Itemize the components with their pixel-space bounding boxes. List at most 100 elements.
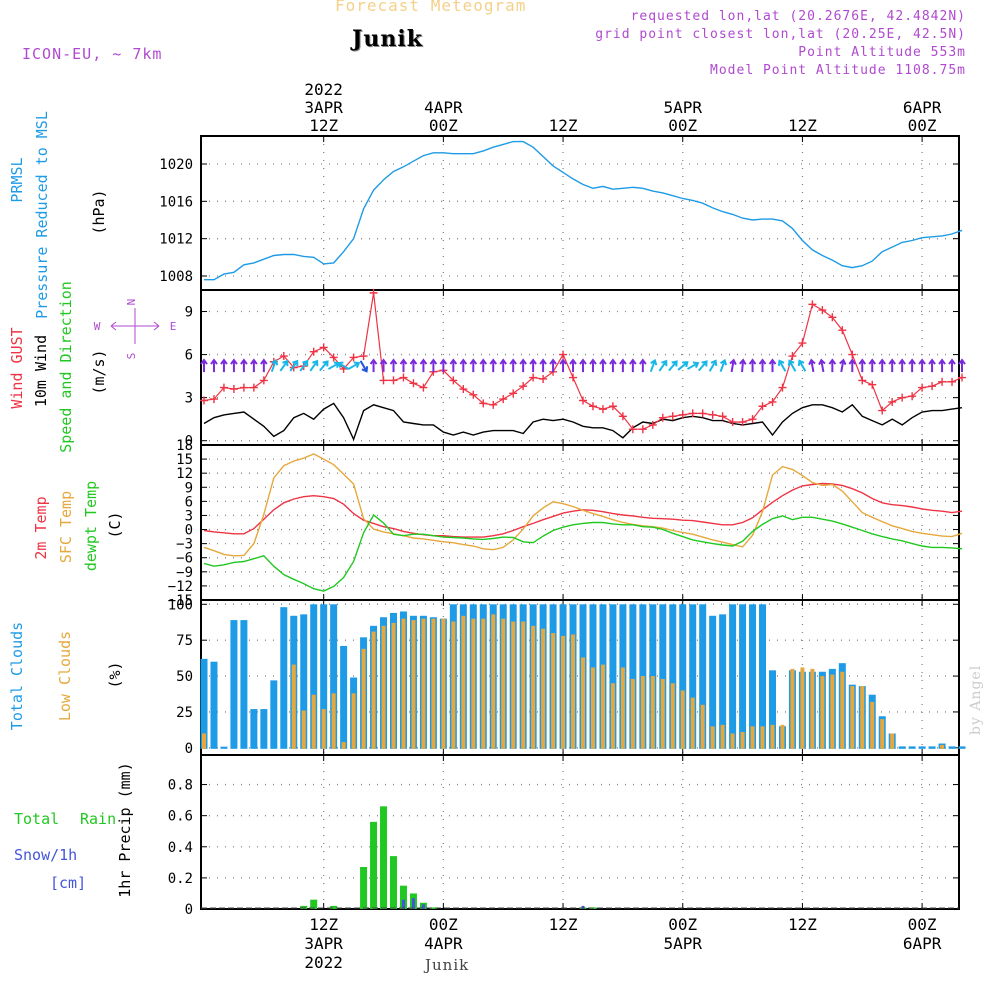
snow-bar — [421, 904, 425, 909]
total-cloud-bar — [250, 709, 258, 749]
total-cloud-bar — [240, 620, 248, 749]
temp-2m-label: 2m Temp — [32, 496, 50, 559]
low-cloud-bar — [670, 683, 675, 749]
wind-gust-marker — [668, 412, 677, 421]
snow-bar — [411, 898, 415, 909]
rain-bar — [429, 907, 437, 909]
low-cloud-bar — [202, 733, 206, 749]
low-cloud-bar — [770, 724, 775, 749]
wind-gust-marker — [279, 352, 288, 361]
precip-ytick-label: 0 — [185, 902, 193, 918]
wind-gust-marker — [209, 395, 218, 404]
wind-direction-arrow — [359, 360, 369, 373]
wind-gust-marker — [449, 376, 458, 385]
low-cloud-bar — [620, 667, 625, 749]
wind-gust-marker — [529, 373, 538, 382]
wind-direction-arrow — [299, 359, 309, 372]
top-time-label: 00Z — [668, 116, 697, 135]
wind-direction-arrow — [419, 358, 428, 373]
pressure-ytick-label: 1012 — [159, 232, 193, 248]
wind-direction-arrow — [687, 361, 700, 370]
wind-direction-label: Speed and Direction — [57, 281, 75, 453]
rain-bar — [360, 867, 368, 909]
wind-direction-arrow — [918, 358, 926, 373]
low-cloud-bar — [441, 618, 446, 749]
wind-direction-arrow — [649, 358, 658, 373]
wind-gust-marker — [658, 413, 667, 422]
wind-gust-marker — [559, 350, 568, 359]
wind-direction-arrow — [319, 360, 329, 372]
temp-unit: (C) — [106, 511, 124, 538]
wind-direction-arrow — [818, 358, 826, 373]
wind-direction-arrow — [777, 359, 787, 372]
requested-coords: requested lon,lat (20.2676E, 42.4842N) — [630, 9, 966, 24]
low-cloud-bar — [541, 628, 546, 749]
top-time-label: 2022 — [304, 80, 343, 99]
total-cloud-bar — [918, 746, 926, 749]
wind-gust-marker — [329, 353, 338, 362]
low-cloud-bar — [301, 710, 306, 749]
temp-ytick-label: 9 — [185, 480, 193, 496]
wind-direction-arrow — [549, 358, 557, 373]
wind-gust-marker — [838, 326, 847, 335]
wind-direction-arrow — [240, 358, 248, 373]
wind-direction-arrow — [230, 358, 238, 373]
wind-direction-arrow — [439, 358, 448, 373]
wind-gust-marker — [399, 373, 408, 382]
snow-unit-label: [cm] — [50, 874, 86, 892]
rain-bar — [310, 899, 318, 909]
rain-bar — [399, 885, 407, 909]
wind-gust-marker — [579, 396, 587, 405]
wind-direction-arrow — [210, 358, 218, 373]
wind-gust-marker — [928, 382, 937, 391]
low-cloud-bar — [581, 657, 585, 749]
wind-gust-marker — [908, 392, 917, 401]
top-time-label: 00Z — [908, 116, 937, 135]
wind-ytick-label: 9 — [185, 305, 193, 321]
wind-direction-arrow — [379, 358, 388, 373]
bottom-time-label: 3APR — [304, 934, 343, 953]
low-cloud-bar — [331, 693, 336, 749]
rain-bar — [330, 905, 338, 909]
wind-gust-marker — [598, 405, 607, 414]
precip-ytick-label: 0.8 — [168, 778, 193, 794]
total-cloud-bar — [898, 746, 906, 749]
top-time-label: 3APR — [304, 98, 343, 117]
low-cloud-bar — [521, 621, 526, 749]
pressure-ytick-label: 1016 — [159, 194, 193, 210]
top-time-label: 12Z — [309, 116, 338, 135]
low-cloud-bar — [401, 618, 406, 749]
total-cloud-bar — [679, 604, 687, 749]
wind-direction-arrow — [748, 358, 757, 373]
wind-direction-arrow — [698, 360, 708, 372]
wind-direction-arrow — [220, 358, 228, 373]
clouds-ytick-label: 100 — [168, 597, 193, 613]
pressure-unit: (hPa) — [90, 189, 108, 234]
rain-bar — [380, 806, 388, 909]
precip-ytick-label: 0.4 — [168, 840, 193, 856]
wind-direction-arrow — [828, 358, 837, 373]
total-cloud-bar — [699, 604, 707, 749]
wind-gust-marker — [519, 382, 528, 391]
temp-ytick-label: 15 — [176, 452, 193, 468]
low-cloud-bar — [840, 671, 845, 749]
clouds-ytick-label: 50 — [176, 669, 193, 685]
wind-direction-arrow — [708, 359, 718, 372]
wind-direction-arrow — [928, 358, 936, 373]
total-cloud-bar — [669, 604, 677, 749]
low-cloud-bar — [451, 621, 456, 749]
low-cloud-bar — [700, 704, 705, 749]
wind-gust-marker — [868, 380, 877, 389]
rain-bar — [390, 856, 397, 909]
low-cloud-bar — [391, 622, 396, 749]
wind-ytick-label: 3 — [185, 391, 193, 407]
total-cloud-bar — [759, 604, 767, 749]
wind-speed-line — [203, 402, 963, 442]
low-cloud-bar — [630, 678, 635, 749]
total-cloud-bar — [609, 604, 617, 749]
wind-direction-arrow — [279, 359, 289, 372]
wind-compass: N W E S — [94, 299, 177, 360]
low-cloud-bar — [511, 621, 516, 749]
total-cloud-bar — [300, 614, 308, 749]
temp-ytick-label: 3 — [185, 508, 193, 524]
